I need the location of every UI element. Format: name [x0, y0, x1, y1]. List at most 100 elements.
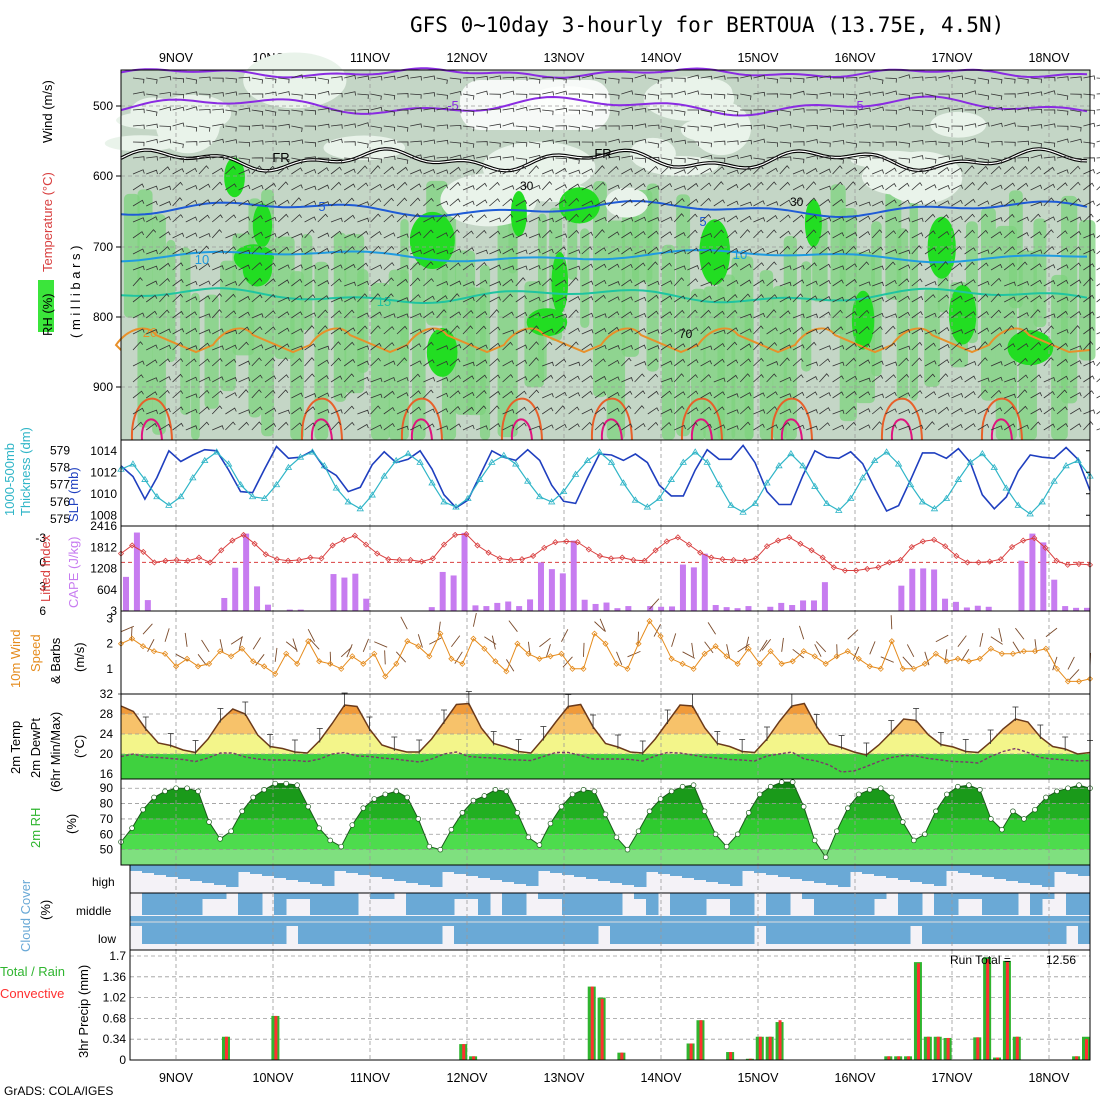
wind-barb — [172, 181, 183, 191]
wind10-barb — [737, 643, 750, 653]
wind-barb — [1030, 213, 1041, 223]
wind-barb — [964, 408, 977, 415]
cloud-middle-cell — [766, 893, 779, 915]
wind-barb — [832, 249, 845, 255]
wind-barb — [687, 421, 698, 431]
wind10-point — [866, 663, 873, 670]
precip-tick-label: 0 — [119, 1053, 126, 1067]
wind-barb — [146, 138, 158, 144]
wind-barb — [898, 392, 911, 399]
wind-barb — [647, 329, 660, 335]
wind10-barb — [508, 620, 518, 632]
wind-barb — [1030, 421, 1041, 431]
temp-line — [120, 702, 1091, 756]
wind-barb — [858, 261, 870, 271]
wind-barb — [1030, 77, 1042, 84]
cloud-low-cell — [814, 916, 827, 944]
wind10-point — [921, 660, 928, 667]
wind-barb — [436, 124, 449, 129]
wind-barb — [462, 342, 474, 351]
wind-barb — [607, 165, 619, 175]
wind-barb — [779, 408, 792, 415]
wind-barb — [396, 109, 409, 115]
temp-tick-label: 20 — [100, 747, 114, 761]
wind-barb — [938, 141, 950, 148]
wind-barb — [396, 344, 409, 351]
wind-barb — [185, 311, 197, 319]
wind10-point — [481, 645, 488, 652]
wind-barb — [304, 294, 316, 303]
wind-barb — [1003, 166, 1015, 175]
wind-barb — [423, 139, 436, 144]
wind-barb — [238, 326, 250, 335]
wind10-point — [1064, 678, 1072, 685]
wind-barb — [858, 107, 871, 112]
wind-barb — [806, 425, 818, 431]
wind-barb — [1070, 392, 1082, 399]
wind-barb — [700, 360, 712, 367]
li-point — [385, 556, 392, 563]
wind-barb — [330, 341, 341, 351]
wind-barb — [832, 181, 843, 191]
cloud-low-cell — [646, 916, 659, 944]
wind-barb — [555, 139, 568, 145]
wind-barb — [581, 125, 594, 132]
wind10-barb — [450, 635, 461, 648]
wind-barb — [489, 181, 500, 191]
wind-barb — [872, 360, 884, 367]
rh2m-point — [833, 828, 840, 834]
wind-barb — [819, 168, 831, 175]
wind-barb — [951, 281, 964, 287]
wind-barb — [304, 93, 317, 99]
wind-barb — [528, 280, 541, 287]
cloud-low-cell — [754, 916, 767, 926]
wind-barb — [330, 76, 343, 81]
wind-barb — [132, 231, 145, 239]
wind-barb — [858, 165, 870, 175]
cape-bar — [352, 573, 359, 611]
wind-barb — [1030, 374, 1042, 383]
wind-barb — [502, 373, 514, 383]
wind-barb — [423, 229, 434, 239]
wind-barb — [489, 108, 502, 113]
wind-barb — [251, 77, 264, 84]
wind-barb — [225, 280, 238, 287]
wind-barb — [291, 125, 303, 133]
sounding-grid — [121, 70, 1090, 440]
contour-loop — [880, 397, 923, 441]
cape-bar — [701, 553, 708, 611]
wind-barb — [1003, 198, 1016, 207]
cloud-high-cell — [970, 865, 983, 875]
wind-barb — [198, 76, 211, 82]
thickness-point — [416, 458, 424, 465]
rh2m-point — [184, 785, 190, 791]
wind-barb — [172, 406, 184, 415]
wind-barb — [792, 229, 804, 239]
wind-barb — [449, 213, 461, 223]
wind-barb — [1017, 312, 1029, 319]
wind-barb — [475, 374, 488, 383]
wind-barb — [370, 278, 382, 287]
wind10-point — [558, 650, 565, 657]
wind-barb — [990, 106, 1003, 112]
wind-barb — [383, 183, 396, 191]
wind-barb — [911, 262, 923, 271]
wind10-point — [734, 660, 741, 667]
cloud-high-cell — [262, 865, 275, 876]
wind-barb — [542, 169, 554, 175]
wind-barb — [343, 263, 356, 271]
wind-barb — [515, 406, 527, 415]
wind-barb — [660, 262, 672, 271]
wind-barb — [489, 230, 501, 239]
cape-bar — [123, 576, 129, 611]
wind-barb — [621, 168, 633, 175]
cape-bar — [243, 533, 250, 611]
wind-barb — [753, 247, 765, 255]
wind-barb — [1017, 91, 1030, 97]
thickness-point — [847, 494, 855, 501]
wind-barb — [304, 109, 317, 115]
wind-barb — [951, 167, 963, 175]
wind-barb — [264, 357, 276, 367]
wind-barb — [1017, 405, 1028, 415]
